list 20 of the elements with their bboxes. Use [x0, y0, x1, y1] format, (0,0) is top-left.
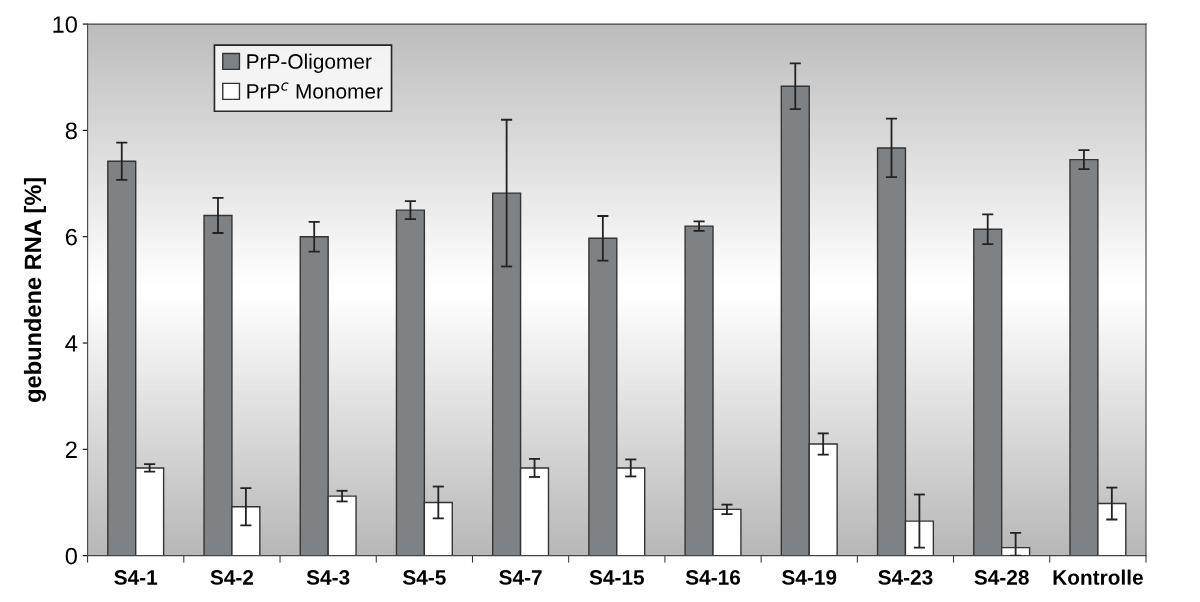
x-tick-label: S4-15 [589, 570, 645, 585]
x-tick-label: S4-16 [685, 570, 741, 585]
y-tick-label: 0 [65, 547, 77, 565]
x-tick-label: S4-5 [402, 570, 446, 585]
x-tick-label: Kontrolle [1053, 569, 1143, 585]
legend-label: PrP-Oligomer [247, 53, 372, 73]
x-tick-label: S4-3 [306, 570, 350, 585]
x-tick-label: S4-2 [210, 570, 254, 585]
y-tick-label: 10 [53, 16, 77, 33]
x-tick-label: S4-7 [499, 570, 542, 585]
y-tick-label: 6 [65, 228, 77, 246]
x-tick-label: S4-19 [782, 570, 837, 585]
y-axis-title: gebundene RNA [%] [23, 178, 47, 402]
x-tick-label: S4-28 [974, 570, 1029, 585]
y-tick-label: 4 [65, 335, 78, 352]
legend-label: PrP$^{c}$ Monomer [247, 82, 383, 99]
x-tick-label: S4-23 [878, 570, 933, 585]
y-tick-label: 8 [65, 122, 77, 140]
x-tick-label: S4-1 [114, 570, 158, 585]
y-tick-label: 2 [65, 441, 77, 458]
